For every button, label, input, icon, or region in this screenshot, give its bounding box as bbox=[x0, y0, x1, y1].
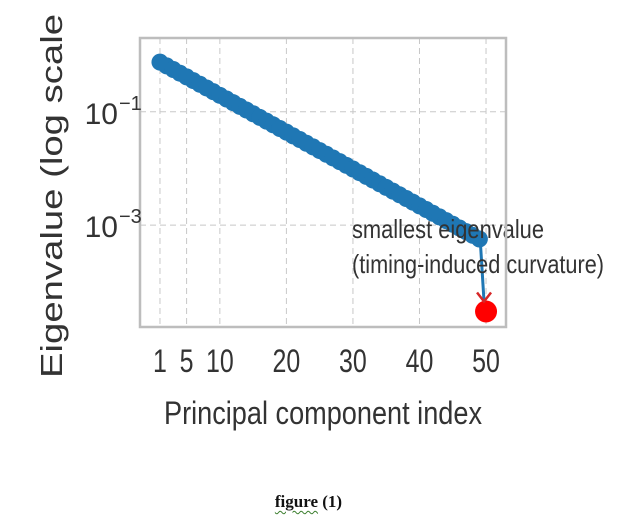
annotation-line-1: smallest eigenvalue bbox=[352, 214, 544, 244]
y-axis-title: Eigenvalue (log scale bbox=[34, 14, 69, 378]
figure-caption: figure (1) bbox=[0, 492, 617, 512]
chart-figure: smallest eigenvalue (timing-induced curv… bbox=[34, 14, 604, 431]
caption-word: figure bbox=[274, 492, 319, 511]
annotation-line-2: (timing-induced curvature) bbox=[352, 249, 604, 279]
x-tick-label: 20 bbox=[273, 344, 301, 380]
highlight-point bbox=[475, 300, 498, 323]
x-tick-label: 10 bbox=[206, 344, 234, 380]
annotation-arrow bbox=[478, 236, 486, 302]
grid-lines bbox=[140, 38, 506, 327]
x-tick-label: 5 bbox=[180, 344, 194, 380]
x-tick-label: 1 bbox=[153, 344, 167, 380]
caption-number: (1) bbox=[322, 492, 343, 511]
x-axis-title: Principal component index bbox=[164, 395, 482, 431]
plot-series bbox=[151, 53, 498, 323]
x-tick-label: 40 bbox=[406, 344, 434, 380]
y-tick-label: 10 bbox=[85, 211, 118, 244]
y-tick-exponent: −3 bbox=[119, 206, 142, 228]
annotation-layer: smallest eigenvalue (timing-induced curv… bbox=[352, 214, 604, 304]
annotation-arrow-head bbox=[476, 291, 493, 304]
y-tick-label: 10 bbox=[85, 98, 118, 131]
plot-frame bbox=[138, 36, 508, 329]
x-tick-label: 30 bbox=[339, 344, 367, 380]
y-tick-exponent: −1 bbox=[119, 93, 142, 115]
x-tick-label: 50 bbox=[472, 344, 500, 380]
